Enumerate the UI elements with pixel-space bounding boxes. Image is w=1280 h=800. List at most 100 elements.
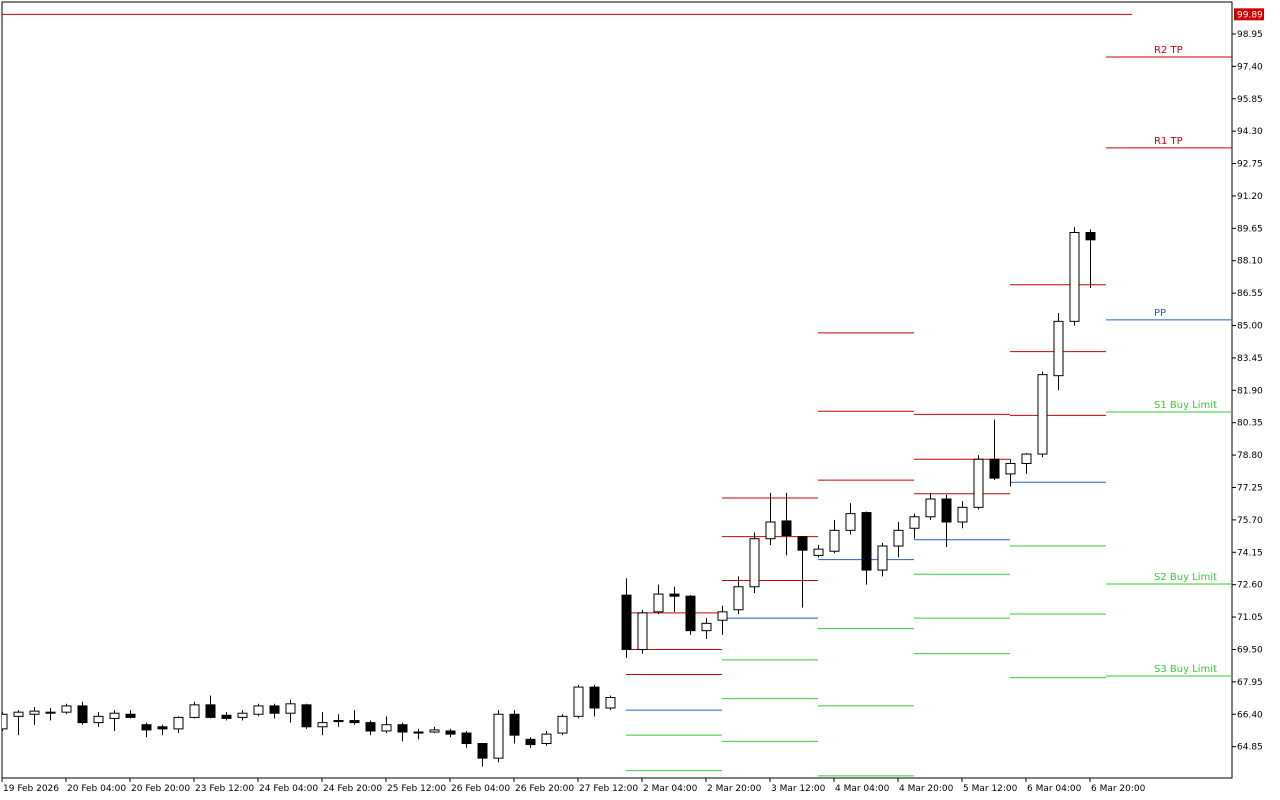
price-tag <box>1234 8 1264 21</box>
candle-body <box>637 612 648 650</box>
plot-area: R2 TP R1 TP PP S1 Buy Limit S2 Buy Limit S3 B… <box>2 13 1232 777</box>
y-tick-label: 88.10 <box>1237 257 1263 267</box>
candle-body <box>621 594 632 650</box>
axes: 98.95 97.40 95.85 94.30 92.75 91.20 89.65 88.10… <box>1 8 1264 794</box>
candle-body <box>1085 232 1096 241</box>
candle-body <box>669 593 680 597</box>
y-tick-label: 89.65 <box>1237 224 1263 234</box>
candle-body <box>205 704 216 718</box>
candle-body <box>685 595 696 632</box>
y-tick-label: 91.20 <box>1237 192 1263 202</box>
candle-body <box>429 729 440 733</box>
candle-body <box>717 611 728 621</box>
x-tick-label: 20 Feb 04:00 <box>67 784 126 794</box>
candle-body <box>237 712 248 718</box>
y-tick-label: 64.85 <box>1237 743 1263 753</box>
candle-body <box>2 713 8 730</box>
y-tick-label: 95.85 <box>1237 95 1263 105</box>
y-tick-label: 92.75 <box>1237 160 1263 170</box>
x-tick-label: 20 Feb 20:00 <box>131 784 190 794</box>
candle-body <box>221 714 232 719</box>
candle-body <box>605 697 616 709</box>
candle-body <box>925 498 936 518</box>
candle-body <box>989 458 1000 479</box>
y-tick-label: 83.45 <box>1237 354 1263 364</box>
y-tick-label: 97.40 <box>1237 62 1263 72</box>
candle-body <box>125 713 136 718</box>
candle-body <box>93 715 104 724</box>
level-label: S1 Buy Limit <box>1154 400 1217 411</box>
candle-body <box>813 548 824 556</box>
y-tick-label: 78.80 <box>1237 451 1263 461</box>
candle-body <box>253 705 264 715</box>
y-tick-label: 72.60 <box>1237 581 1263 591</box>
candle-body <box>1069 232 1080 322</box>
candle-body <box>893 529 904 547</box>
x-tick-label: 24 Feb 04:00 <box>259 784 318 794</box>
y-tick-label: 71.05 <box>1237 613 1263 623</box>
candle-body <box>365 722 376 732</box>
candle-body <box>413 731 424 734</box>
candle-body <box>493 713 504 759</box>
candle-body <box>525 738 536 746</box>
candle-body <box>61 705 72 713</box>
candle-body <box>1005 462 1016 475</box>
candle-body <box>189 704 200 718</box>
candle-body <box>333 720 344 723</box>
candle-body <box>733 586 744 611</box>
candle-body <box>589 686 600 709</box>
candle-body <box>461 732 472 745</box>
x-tick-label: 6 Mar 04:00 <box>1027 784 1082 794</box>
candle-body <box>29 710 40 715</box>
x-tick-label: 23 Feb 12:00 <box>195 784 254 794</box>
candle-body <box>397 724 408 733</box>
candle-body <box>653 593 664 613</box>
candle-body <box>557 715 568 734</box>
candle-body <box>477 743 488 759</box>
level-label: R2 TP <box>1154 45 1183 56</box>
candle-body <box>573 686 584 717</box>
candle-body <box>45 711 56 714</box>
candle-body <box>749 538 760 588</box>
candle-body <box>381 724 392 732</box>
x-tick-label: 4 Mar 04:00 <box>835 784 890 794</box>
candle-body <box>957 506 968 523</box>
x-tick-label: 26 Feb 04:00 <box>451 784 510 794</box>
candle-body <box>445 730 456 735</box>
candle-body <box>845 513 856 531</box>
candle-body <box>909 516 920 529</box>
candle-body <box>77 705 88 724</box>
candle-body <box>141 724 152 731</box>
y-tick-label: 75.70 <box>1237 516 1263 526</box>
candle-body <box>157 726 168 730</box>
candle-body <box>877 545 888 571</box>
y-tick-label: 80.35 <box>1237 419 1263 429</box>
candle-body <box>317 722 328 728</box>
candle-body <box>1021 453 1032 464</box>
level-label: PP <box>1154 308 1166 319</box>
level-label: R1 TP <box>1154 136 1183 147</box>
candle-body <box>301 704 312 728</box>
candle-body <box>861 512 872 571</box>
candle-body <box>797 536 808 551</box>
candle-body <box>1053 320 1064 377</box>
candle-body <box>269 705 280 714</box>
y-tick-label: 67.95 <box>1237 678 1263 688</box>
candle-body <box>765 521 776 540</box>
x-tick-label: 4 Mar 20:00 <box>899 784 954 794</box>
y-tick-label: 94.30 <box>1237 127 1263 137</box>
candle-body <box>509 713 520 736</box>
candle-body <box>701 622 712 632</box>
candle-body <box>13 711 24 717</box>
x-tick-label: 3 Mar 12:00 <box>771 784 826 794</box>
y-tick-label: 69.50 <box>1237 645 1263 655</box>
x-tick-label: 19 Feb 2026 <box>3 784 59 794</box>
candle-body <box>541 733 552 745</box>
candle-body <box>781 520 792 537</box>
x-tick-label: 27 Feb 12:00 <box>579 784 638 794</box>
candle-body <box>1037 374 1048 455</box>
x-tick-label: 24 Feb 20:00 <box>323 784 382 794</box>
candle-body <box>173 716 184 730</box>
